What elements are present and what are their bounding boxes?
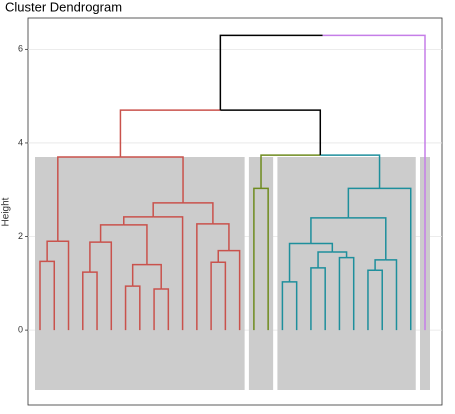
branch-left: [210, 261, 219, 331]
y-tick-label: 6: [18, 44, 23, 54]
branch-right: [220, 109, 322, 156]
branch-left: [82, 271, 90, 331]
y-tick-label: 0: [18, 325, 23, 335]
branch-right: [161, 288, 170, 331]
branch-left: [152, 202, 184, 217]
branch-right: [218, 261, 227, 331]
branch-right: [146, 263, 162, 289]
branch-left: [338, 256, 347, 331]
branch-right: [310, 242, 334, 252]
branch-left: [310, 217, 349, 244]
branch-right: [379, 187, 412, 331]
branch-left: [123, 216, 154, 225]
branch-left: [260, 154, 321, 189]
branch-left: [317, 251, 333, 268]
branch-right: [332, 251, 348, 258]
branch-left: [347, 187, 380, 218]
branch-left: [367, 269, 376, 331]
branch-right: [47, 260, 56, 331]
branch-left: [89, 241, 101, 273]
branch-right: [183, 202, 214, 224]
branch-right: [318, 267, 326, 331]
branch-right: [100, 241, 113, 331]
branch-left: [288, 242, 311, 282]
branch-left: [219, 34, 323, 111]
branch-left: [310, 267, 319, 331]
branch-left: [124, 285, 133, 331]
branch-left: [57, 156, 121, 242]
cluster-box: [35, 157, 245, 390]
branch-right: [322, 34, 426, 331]
branch-right: [132, 285, 141, 331]
branch-left: [131, 263, 147, 287]
branch-right: [346, 256, 355, 331]
branch-left: [119, 109, 221, 157]
branch-right: [57, 240, 70, 331]
branch-right: [212, 223, 230, 251]
branch-left: [374, 259, 386, 271]
branch-left: [39, 260, 48, 331]
y-tick-label: 4: [18, 137, 23, 147]
cluster-box: [277, 157, 416, 390]
branch-right: [123, 224, 148, 265]
branch-left: [281, 281, 290, 331]
branch-right: [89, 271, 98, 331]
branch-right: [228, 249, 241, 331]
chart-title: Cluster Dendrogram: [5, 0, 122, 14]
branch-right: [261, 187, 269, 331]
branch-right: [385, 259, 398, 331]
branch-right: [153, 216, 184, 331]
branch-right: [320, 154, 381, 189]
branch-left: [217, 249, 229, 263]
y-axis-title: Height: [1, 197, 12, 226]
cluster-boxes: [35, 157, 430, 390]
cluster-box: [248, 157, 274, 390]
branch-left: [253, 187, 262, 331]
branch-right: [289, 281, 298, 331]
branch-right: [375, 269, 383, 331]
panel-border: [27, 17, 443, 406]
y-tick-label: 2: [18, 231, 23, 241]
branch-right: [120, 156, 184, 203]
branch-left: [99, 224, 124, 243]
branch-left: [196, 223, 213, 331]
branch-left: [153, 288, 162, 331]
branch-left: [46, 240, 58, 262]
branch-right: [348, 217, 387, 260]
